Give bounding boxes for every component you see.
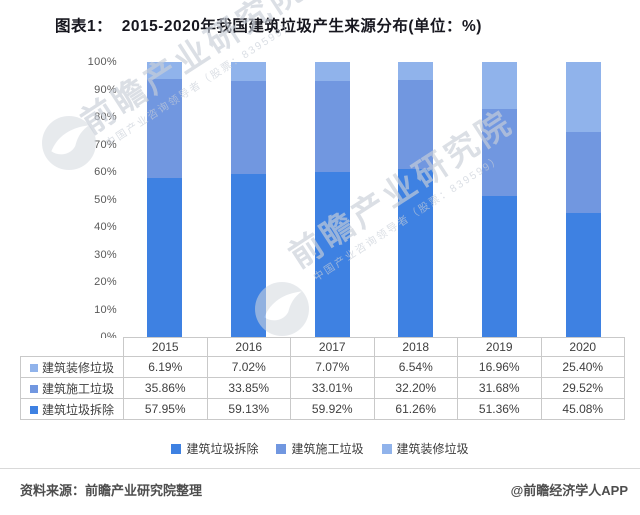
table-row-label: 建筑施工垃圾 <box>20 377 124 399</box>
table-year-header: 2015 <box>123 337 208 357</box>
bar-column-2015 <box>123 62 207 337</box>
bar-segment <box>398 80 434 169</box>
table-value-cell: 33.85% <box>206 377 291 399</box>
legend-item: 建筑装修垃圾 <box>381 440 469 457</box>
legend-item: 建筑垃圾拆除 <box>171 440 258 457</box>
table-year-header: 2017 <box>290 337 375 357</box>
bar-segment <box>482 108 518 196</box>
table-value-cell: 32.20% <box>373 377 458 399</box>
table-value-cell: 33.01% <box>290 377 375 399</box>
bar-segment <box>565 131 601 214</box>
bar-stack-2020 <box>565 62 601 337</box>
bar-segment <box>231 81 266 175</box>
footer-divider <box>0 468 640 469</box>
bar-segment <box>314 172 350 337</box>
legend-swatch-icon <box>276 443 287 454</box>
bar-segment <box>482 62 518 109</box>
bar-stack-2017 <box>314 62 350 337</box>
bar-column-2018 <box>374 62 458 337</box>
data-table: 2015 2016 2017 2018 2019 2020 建筑装修垃圾 6.19% 7.02%… <box>20 337 625 420</box>
table-year-header: 2018 <box>373 337 458 357</box>
table-row: 建筑装修垃圾 6.19% 7.02% 7.07% 6.54% 16.96% 25.40% <box>20 356 625 378</box>
table-value-cell: 45.08% <box>540 398 625 420</box>
chart-title: 图表1： 2015-2020年我国建筑垃圾产生来源分布(单位：%) <box>55 18 482 35</box>
bar-column-2019 <box>458 62 542 337</box>
bar-segment <box>314 81 350 173</box>
table-row: 建筑垃圾拆除 57.95% 59.13% 59.92% 61.26% 51.36% 45.0… <box>20 398 625 420</box>
brand-note: @前瞻经济学人APP <box>510 483 628 498</box>
bar-segment <box>231 62 266 82</box>
table-corner-cell <box>20 337 124 357</box>
legend-label: 建筑装修垃圾 <box>396 442 469 456</box>
table-row: 建筑施工垃圾 35.86% 33.85% 33.01% 32.20% 31.68% 29.5… <box>20 377 625 399</box>
table-value-cell: 35.86% <box>123 377 208 399</box>
source-note: 资料来源：前瞻产业研究院整理 <box>20 483 203 498</box>
bar-segment <box>147 79 183 178</box>
series-swatch-icon <box>29 385 38 393</box>
bar-segment <box>231 174 266 337</box>
y-axis-tick-label: 40% <box>94 221 117 233</box>
table-value-cell: 31.68% <box>457 377 542 399</box>
bar-segment <box>398 168 434 337</box>
table-value-cell: 61.26% <box>373 398 458 420</box>
y-axis-tick-label: 70% <box>94 138 117 151</box>
table-value-cell: 7.07% <box>290 356 375 378</box>
bar-segment <box>398 62 434 80</box>
bar-segment <box>565 62 601 132</box>
bar-segment <box>482 195 518 337</box>
y-axis-tick-label: 60% <box>94 166 117 178</box>
table-value-cell: 59.13% <box>206 398 291 420</box>
series-swatch-icon <box>29 364 38 372</box>
legend-swatch-icon <box>171 443 182 454</box>
bar-column-2016 <box>207 62 291 337</box>
legend-label: 建筑施工垃圾 <box>291 442 364 456</box>
table-value-cell: 7.02% <box>206 356 291 378</box>
legend-item: 建筑施工垃圾 <box>276 440 364 457</box>
y-axis-tick-label: 30% <box>94 248 117 261</box>
table-value-cell: 6.19% <box>123 356 208 378</box>
legend: 建筑垃圾拆除 建筑施工垃圾 建筑装修垃圾 <box>0 440 640 457</box>
table-value-cell: 16.96% <box>457 356 542 378</box>
bar-segment <box>147 177 183 337</box>
table-value-cell: 6.54% <box>373 356 458 378</box>
bar-column-2020 <box>541 62 625 337</box>
y-axis: 100%90%80%70%60%50%40%30%20%10%0% <box>0 56 117 343</box>
y-axis-tick-label: 90% <box>94 83 117 96</box>
series-swatch-icon <box>29 406 38 414</box>
bar-segment <box>147 62 183 80</box>
table-value-cell: 59.92% <box>290 398 375 420</box>
table-value-cell: 57.95% <box>123 398 208 420</box>
y-axis-tick-label: 80% <box>94 111 117 123</box>
y-axis-tick-label: 20% <box>94 276 117 288</box>
bar-segment <box>565 213 601 337</box>
table-value-cell: 51.36% <box>457 398 542 420</box>
bar-stack-2015 <box>147 62 183 337</box>
y-axis-tick-label: 100% <box>87 56 117 68</box>
table-year-header: 2020 <box>540 337 625 357</box>
table-row-label: 建筑垃圾拆除 <box>20 398 124 420</box>
table-year-header: 2019 <box>457 337 542 357</box>
bar-column-2017 <box>290 62 374 337</box>
table-year-header: 2016 <box>206 337 291 357</box>
table-row-label: 建筑装修垃圾 <box>20 356 124 378</box>
table-header-row: 2015 2016 2017 2018 2019 2020 <box>20 337 625 357</box>
legend-label: 建筑垃圾拆除 <box>186 442 259 456</box>
bar-stack-2018 <box>398 62 434 337</box>
table-value-cell: 25.40% <box>540 356 625 378</box>
table-value-cell: 29.52% <box>540 377 625 399</box>
y-axis-tick-label: 50% <box>94 193 117 206</box>
plot-area <box>123 62 625 337</box>
bar-segment <box>314 62 350 82</box>
bar-stack-2016 <box>231 62 266 337</box>
legend-swatch-icon <box>381 443 392 454</box>
bar-stack-2019 <box>482 62 518 337</box>
y-axis-tick-label: 10% <box>94 303 117 316</box>
